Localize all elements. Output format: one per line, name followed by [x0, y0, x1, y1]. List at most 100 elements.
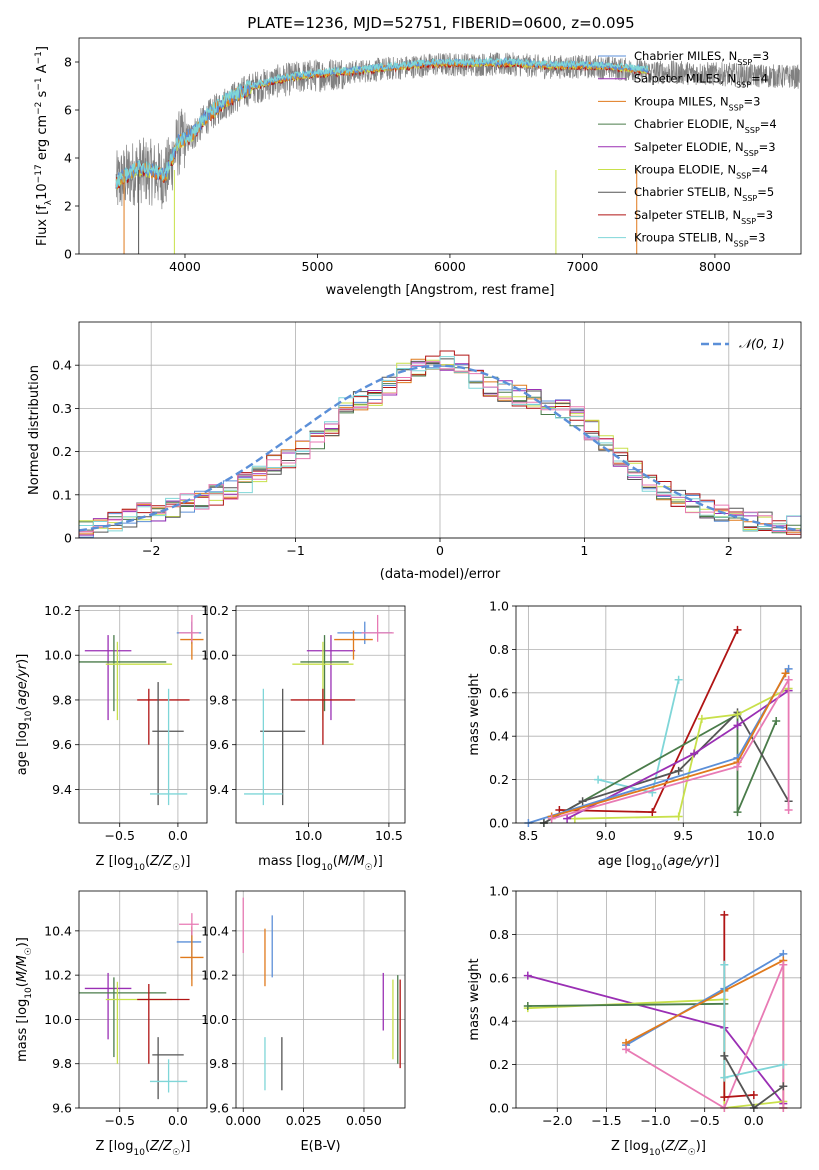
- series-point: [674, 812, 683, 821]
- legend-label: Salpeter STELIB, NSSP=3: [634, 208, 773, 226]
- legend-label: Kroupa ELODIE, NSSP=4: [634, 163, 768, 181]
- legend-sub: SSP: [729, 103, 744, 112]
- age_vs_mass-points: [244, 614, 394, 806]
- legend-text: =3: [744, 94, 761, 108]
- series-point: [674, 675, 683, 684]
- series-point: [622, 1045, 631, 1054]
- y-tick-label: 0.0: [489, 816, 509, 831]
- legend-sub: SSP: [737, 58, 752, 67]
- x-tick-label: 0.0: [168, 1113, 188, 1128]
- y-tick-label: 0.2: [489, 772, 509, 787]
- legend-label: Salpeter ELODIE, NSSP=3: [634, 140, 776, 158]
- y-axis-label-part: (: [15, 982, 30, 987]
- y-axis-label-part: mass [log: [15, 999, 30, 1062]
- model-spectrum-line: [115, 56, 649, 188]
- legend-text: =3: [756, 208, 773, 222]
- y-tick-label: 1.0: [489, 884, 509, 899]
- y-tick-label: 10.4: [201, 923, 229, 938]
- x-tick-label: −2: [142, 543, 160, 558]
- series-point: [784, 805, 793, 814]
- y-axis-label-part: −1: [34, 51, 44, 64]
- x-axis-label-part: 10: [321, 863, 333, 873]
- legend-text: =4: [760, 117, 777, 131]
- x-axis-label-part: age/yr: [667, 854, 710, 869]
- legend-text: Kroupa STELIB, N: [634, 231, 734, 245]
- x-axis-label-part: (data-model)/error: [380, 567, 501, 582]
- series-point: [570, 814, 579, 823]
- y-tick-label: 9.4: [209, 782, 229, 797]
- x-axis-label-part: Z/Z: [149, 854, 173, 869]
- y-tick-label: 10.2: [44, 968, 72, 983]
- series-point: [784, 664, 793, 673]
- series-point: [784, 675, 793, 684]
- x-axis-label-part: (: [660, 1139, 665, 1154]
- x-tick-label: 0.025: [286, 1113, 322, 1128]
- series-point: [781, 669, 790, 678]
- x-tick-label: 0.0: [744, 1113, 764, 1128]
- x-axis-label-part: 10: [133, 863, 145, 873]
- y-tick-label: 9.6: [52, 737, 72, 752]
- residuals-frame: [78, 321, 802, 539]
- legend-sub: SSP: [736, 171, 751, 180]
- x-axis-label-part: M/M: [338, 854, 365, 869]
- weight_vs_Z-grid: [516, 890, 801, 1109]
- y-tick-label: 0.4: [52, 358, 72, 373]
- y-axis-label-part: Normed distribution: [27, 365, 42, 495]
- series-line: [527, 1002, 725, 1007]
- x-tick-label: 0.0: [168, 828, 188, 843]
- series-point: [690, 749, 699, 758]
- x-tick-label: 10.0: [747, 828, 775, 843]
- series-point: [733, 808, 742, 817]
- legend-sub: SSP: [741, 216, 756, 225]
- series-point: [578, 797, 587, 806]
- legend-text: Chabrier STELIB, N: [634, 185, 742, 199]
- legend-label: Chabrier STELIB, NSSP=5: [634, 185, 774, 203]
- mass_vs_ebv-grid: [236, 891, 405, 1109]
- y-axis-label-part: s: [35, 90, 50, 101]
- series-point: [779, 1060, 788, 1069]
- y-axis-label-part: mass weight: [467, 673, 482, 755]
- y-tick-label: 0.2: [489, 1057, 509, 1072]
- y-tick-label: 0.4: [489, 729, 509, 744]
- y-axis-label: age [log10(age/yr)]: [15, 654, 34, 776]
- series-point: [697, 714, 706, 723]
- legend-text: =4: [751, 163, 768, 177]
- y-tick-label: 10.2: [201, 968, 229, 983]
- x-tick-label: 1: [580, 543, 588, 558]
- x-axis-label-part: )]: [709, 854, 719, 869]
- x-tick-label: 7000: [567, 259, 599, 274]
- series-point: [779, 960, 788, 969]
- y-axis-label-part: λ: [44, 199, 54, 205]
- age_vs_Z-grid: [79, 606, 207, 823]
- x-tick-label: 10.0: [295, 828, 323, 843]
- x-axis-label-part: ☉: [172, 863, 180, 873]
- y-tick-label: 0.4: [489, 1014, 509, 1029]
- y-tick-label: 10.0: [44, 1012, 72, 1027]
- series-point: [523, 1002, 532, 1011]
- x-tick-label: −0.5: [105, 1113, 135, 1128]
- mass_vs_ebv-axes: 0.000 0.025 0.050 9.6 9.8 10.0 10.2 10.4: [201, 891, 405, 1128]
- y-axis-label-part: )]: [15, 654, 30, 664]
- weight_vs_Z-frame: [515, 890, 802, 1109]
- x-axis-label: Z [log10(Z/Z☉)]: [96, 854, 191, 873]
- legend-text: =3: [749, 231, 766, 245]
- y-tick-label: 8: [64, 55, 72, 70]
- x-axis-label: Z [log10(Z/Z☉)]: [96, 1139, 191, 1158]
- series-point: [779, 1082, 788, 1091]
- y-axis-label: Normed distribution: [27, 365, 42, 495]
- legend-label: Salpeter MILES, NSSP=4: [634, 72, 768, 90]
- series-point: [720, 910, 729, 919]
- legend-sub: SSP: [736, 80, 751, 89]
- series-point: [733, 710, 742, 719]
- x-axis-label: (data-model)/error: [380, 567, 501, 582]
- x-tick-label: −2.0: [542, 1113, 572, 1128]
- y-axis-label-part: )]: [15, 937, 30, 947]
- series-point: [674, 766, 683, 775]
- y-tick-label: 0.6: [489, 970, 509, 985]
- legend-text: Kroupa ELODIE, N: [634, 163, 736, 177]
- spectrum-axes: 4000 5000 6000 7000 8000 0 2 4 6 8: [64, 55, 731, 275]
- x-axis-label-part: )]: [696, 1139, 706, 1154]
- y-axis-label: mass weight: [467, 958, 482, 1040]
- legend-text: Chabrier ELODIE, N: [634, 117, 745, 131]
- x-tick-label: 5000: [302, 259, 334, 274]
